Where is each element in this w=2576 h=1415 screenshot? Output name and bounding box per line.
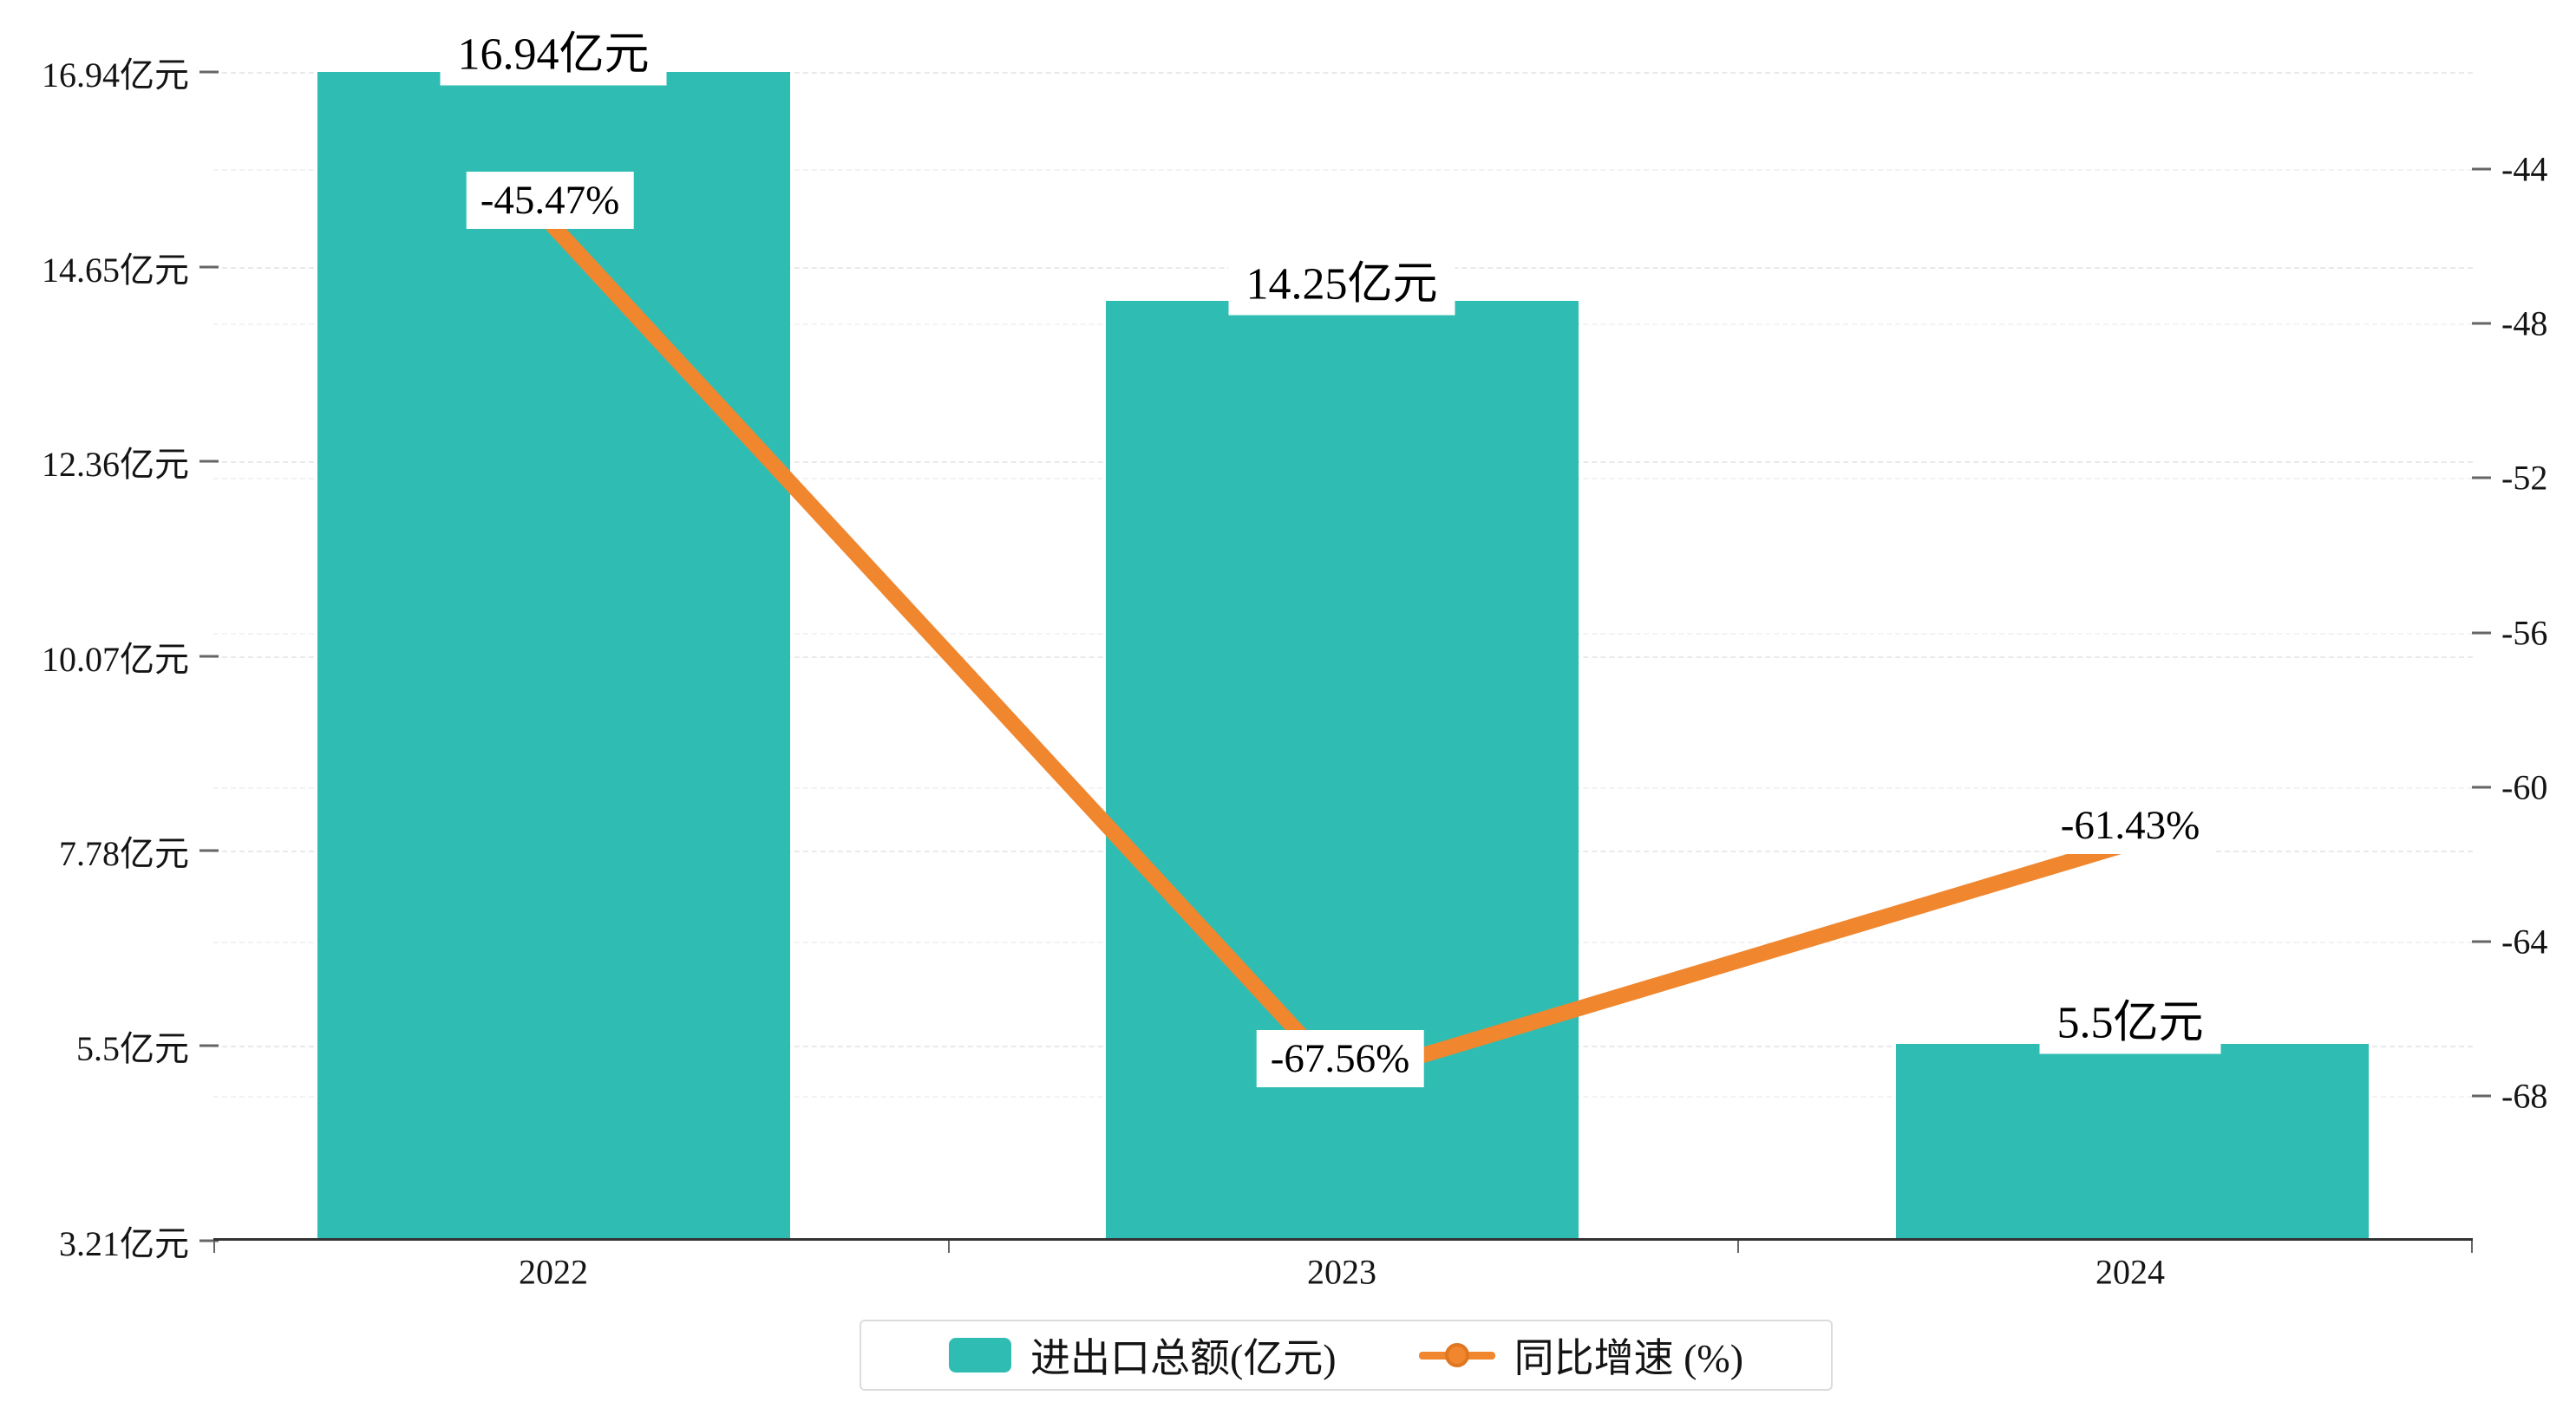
right-axis-tick-mark xyxy=(2472,1094,2491,1098)
legend-item-growth-rate[interactable]: 同比增速 (%) xyxy=(1418,1327,1744,1384)
right-axis-tick-label: -60 xyxy=(2501,767,2548,807)
bar-series-swatch-icon xyxy=(948,1338,1011,1373)
x-axis-category-label: 2022 xyxy=(519,1252,588,1292)
line-value-label: -45.47% xyxy=(466,172,634,229)
gridline xyxy=(213,72,2473,74)
right-axis-tick-mark xyxy=(2472,167,2491,171)
left-axis-tick-mark xyxy=(199,655,219,658)
line-series-marker-icon xyxy=(1418,1343,1495,1367)
left-axis-tick-mark xyxy=(199,70,219,74)
right-axis-tick-label: -48 xyxy=(2501,303,2548,343)
left-axis-tick-mark xyxy=(199,849,219,852)
legend: 进出口总额(亿元) 同比增速 (%) xyxy=(860,1320,1833,1391)
right-axis-tick-mark xyxy=(2472,476,2491,479)
right-axis-tick-mark xyxy=(2472,631,2491,635)
right-axis-tick-mark xyxy=(2472,786,2491,789)
x-axis-tick-mark xyxy=(2471,1241,2473,1253)
x-axis-tick-mark xyxy=(948,1241,950,1253)
bar-value-label: 5.5亿元 xyxy=(2039,981,2221,1054)
right-axis-tick-label: -44 xyxy=(2501,149,2548,189)
left-axis-tick-label: 14.65亿元 xyxy=(42,251,189,290)
right-axis-tick-label: -64 xyxy=(2501,922,2548,962)
x-axis-category-label: 2023 xyxy=(1307,1252,1376,1292)
left-axis-tick-mark xyxy=(199,1239,219,1242)
legend-item-total-trade[interactable]: 进出口总额(亿元) xyxy=(948,1327,1337,1384)
legend-label-total-trade: 进出口总额(亿元) xyxy=(1030,1336,1337,1380)
right-axis-tick-label: -56 xyxy=(2501,613,2548,653)
left-axis-tick-mark xyxy=(199,265,219,269)
left-axis-tick-label: 10.07亿元 xyxy=(42,640,189,679)
left-axis-tick-label: 16.94亿元 xyxy=(42,55,189,95)
left-axis-tick-label: 3.21亿元 xyxy=(59,1224,189,1263)
right-axis-tick-label: -52 xyxy=(2501,458,2548,498)
left-axis-tick-label: 12.36亿元 xyxy=(42,445,189,484)
x-axis-line xyxy=(213,1238,2473,1241)
x-axis-tick-mark xyxy=(1737,1241,1739,1253)
right-axis-tick-mark xyxy=(2472,940,2491,943)
bar-value-label: 14.25亿元 xyxy=(1228,243,1455,316)
right-axis-tick-mark xyxy=(2472,322,2491,325)
right-axis-tick-label: -68 xyxy=(2501,1076,2548,1116)
left-axis-tick-label: 5.5亿元 xyxy=(76,1029,189,1068)
line-value-label: -61.43% xyxy=(2046,797,2214,854)
bar-2024 xyxy=(1896,1044,2369,1239)
x-axis-tick-mark xyxy=(213,1241,215,1253)
legend-label-growth-rate: 同比增速 (%) xyxy=(1514,1336,1744,1380)
gridline xyxy=(213,169,2473,171)
bar-value-label: 16.94亿元 xyxy=(440,13,667,86)
left-axis-tick-label: 7.78亿元 xyxy=(59,834,189,873)
line-value-label: -67.56% xyxy=(1256,1030,1424,1087)
x-axis-category-label: 2024 xyxy=(2095,1252,2165,1292)
left-axis-tick-mark xyxy=(199,1044,219,1047)
bar-2022 xyxy=(317,72,790,1239)
left-axis-tick-mark xyxy=(199,460,219,463)
